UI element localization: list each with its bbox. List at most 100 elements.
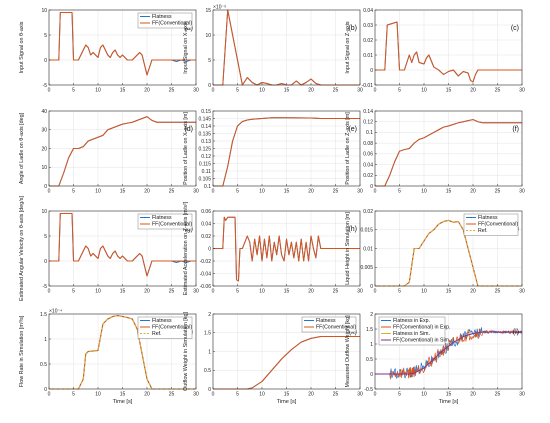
x-tick-label: 30 (357, 392, 363, 398)
y-tick-label: -5 (43, 284, 48, 290)
y-tick-label: 0.5 (40, 362, 47, 368)
y-tick-label: 1.5 (366, 327, 373, 333)
y-tick-label: 5 (44, 33, 47, 39)
y-tick-label: 0 (370, 68, 373, 74)
legend-entry: FF(Conventional) (152, 21, 192, 27)
y-tick-label: 0 (370, 184, 373, 190)
x-tick-label: 30 (357, 189, 363, 195)
x-tick-label: 5 (236, 289, 239, 295)
y-axis-label: Input Signal on θ-axis (19, 21, 25, 73)
panel-label: (e) (348, 126, 357, 133)
y-tick-label: 0.04 (363, 162, 373, 168)
chart-panel-c: 0 5 10 15 20 25 30-0.0100.010.020.030.04Input … (345, 8, 525, 94)
x-tick-label: 25 (169, 88, 175, 94)
y-tick-label: 0 (44, 387, 47, 393)
x-tick-label: 10 (421, 289, 427, 295)
y-tick-label: 0.5 (204, 368, 211, 374)
x-tick-label: 30 (519, 289, 525, 295)
x-tick-label: 0 (48, 189, 51, 195)
x-tick-label: 10 (259, 189, 265, 195)
chart-panel-k: 0 5 10 15 20 25 30 0 0.5 1 1.5 2 Outflow Weight in S… (183, 311, 363, 405)
y-tick-label: 0.14 (363, 109, 373, 115)
legend-box (137, 12, 193, 29)
y-tick-label: 0.5 (366, 357, 373, 363)
y-tick-label: 0.06 (201, 209, 211, 215)
legend-box (301, 316, 357, 333)
panel-label: (l) (513, 329, 519, 336)
y-axis-label: Flow Rate in Simulation [m³/s] (19, 315, 25, 387)
x-tick-label: 20 (144, 392, 150, 398)
legend-entry: FF(Conventional) in Sim. (393, 338, 450, 344)
y-tick-label: 0.1 (204, 184, 211, 190)
legend-box (463, 213, 519, 236)
chart-panel-d: 0 5 10 15 20 25 30 0 10 20 30 40 Angle of Ladle on θ… (19, 109, 199, 195)
y-tick-label: 0 (370, 284, 373, 290)
chart-panel-h: 0 5 10 15 20 25 30-0.06-0.04-0.0200.020.040.06… (183, 201, 363, 295)
y-tick-label: 0.145 (198, 116, 211, 122)
x-tick-label: 10 (95, 392, 101, 398)
x-tick-label: 20 (308, 189, 314, 195)
y-tick-label: 10 (41, 8, 47, 14)
x-tick-label: 10 (421, 189, 427, 195)
x-tick-label: 25 (169, 392, 175, 398)
x-tick-label: 0 (374, 289, 377, 295)
series-line-ff-conventional- (375, 119, 522, 187)
legend-entry: Flatness in Sim. (393, 331, 430, 337)
y-tick-label: 0.105 (198, 176, 211, 182)
x-axis-label: Time [s] (113, 399, 133, 405)
y-tick-label: 0.005 (360, 265, 373, 271)
legend-entry: Flatness (478, 215, 498, 221)
x-tick-label: 15 (120, 189, 126, 195)
x-tick-label: 0 (212, 88, 215, 94)
legend-box (137, 316, 193, 339)
legend-entry: Flatness (152, 215, 172, 221)
y-tick-label: 1 (44, 337, 47, 343)
y-tick-label: -0.5 (364, 387, 373, 393)
x-tick-label: 15 (284, 392, 290, 398)
y-tick-label: 0.02 (363, 173, 373, 179)
legend-entry: Flatness (152, 14, 172, 20)
y-tick-label: 1.5 (204, 331, 211, 337)
y-tick-label: -0.02 (200, 259, 212, 265)
x-tick-label: 25 (333, 392, 339, 398)
x-tick-label: 15 (120, 88, 126, 94)
panel-label: (c) (511, 25, 519, 32)
y-tick-label: 0.015 (360, 228, 373, 234)
x-tick-label: 5 (398, 392, 401, 398)
x-tick-label: 0 (212, 189, 215, 195)
x-tick-label: 15 (284, 189, 290, 195)
x-tick-label: 30 (357, 88, 363, 94)
x-tick-label: 10 (421, 392, 427, 398)
y-axis-label: Estimated Acceleration on Z-axis [m/s²] (183, 201, 189, 295)
y-tick-label: 0.14 (201, 124, 211, 130)
x-tick-label: 15 (446, 189, 452, 195)
y-axis-label: Liquid Height in Simulation [m] (345, 212, 351, 285)
x-tick-label: 25 (169, 189, 175, 195)
x-tick-label: 15 (120, 289, 126, 295)
y-tick-label: 30 (41, 128, 47, 134)
series-line-ff-conventional- (49, 213, 196, 277)
y-tick-label: 0 (44, 58, 47, 64)
x-tick-label: 10 (95, 189, 101, 195)
x-tick-label: 0 (374, 392, 377, 398)
x-tick-label: 0 (212, 289, 215, 295)
x-tick-label: 15 (120, 392, 126, 398)
x-tick-label: 15 (284, 289, 290, 295)
y-tick-label: 0.03 (363, 23, 373, 29)
panel-label: (d) (184, 126, 193, 133)
x-tick-label: 0 (48, 88, 51, 94)
y-tick-label: 0 (44, 184, 47, 190)
y-tick-label: 1 (208, 349, 211, 355)
y-tick-label: 5 (208, 58, 211, 64)
series-line-ff-conventional- (213, 336, 360, 390)
y-tick-label: 1.5 (40, 312, 47, 318)
x-tick-label: 10 (421, 88, 427, 94)
y-tick-label: 0 (208, 246, 211, 252)
y-tick-label: 2 (208, 312, 211, 318)
x-tick-label: 20 (470, 392, 476, 398)
legend-entry: FF(Conventional) (316, 325, 356, 331)
y-tick-label: 0.11 (202, 169, 212, 175)
